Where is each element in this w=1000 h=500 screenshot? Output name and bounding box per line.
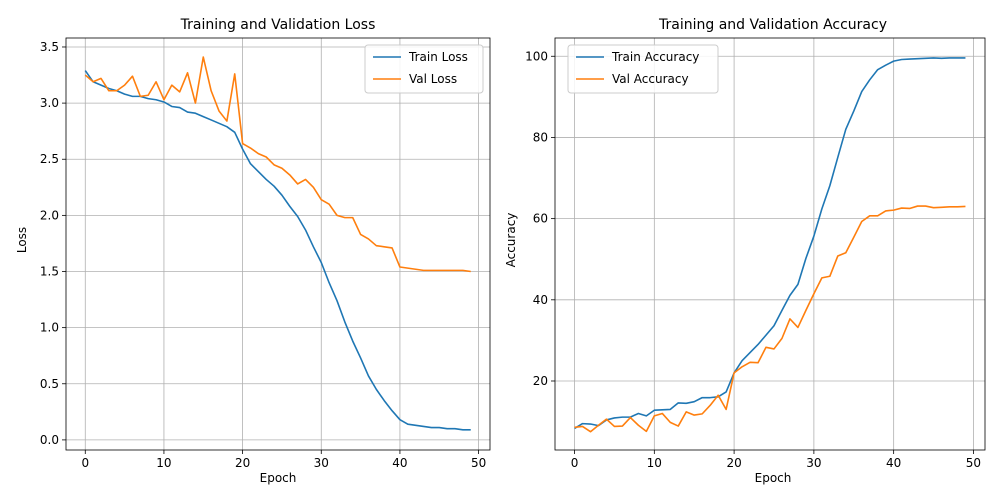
loss-y-tick-label: 2.0 [40, 208, 59, 222]
accuracy-x-axis-label: Epoch [755, 471, 792, 485]
loss-y-tick-label: 1.5 [40, 265, 59, 279]
accuracy-subplot: Training and Validation Accuracy Epoch A… [504, 17, 986, 485]
accuracy-y-axis-label: Accuracy [504, 213, 518, 268]
loss-y-axis-label: Loss [15, 227, 29, 253]
loss-x-tick-label: 0 [81, 456, 89, 470]
accuracy-x-tick-label: 30 [806, 456, 821, 470]
loss-axes-frame [65, 37, 491, 451]
loss-series-line-val [84, 56, 471, 273]
accuracy-legend-box [567, 44, 719, 94]
loss-legend-label-val: Val Loss [409, 72, 457, 86]
accuracy-series-line-val [574, 205, 966, 433]
loss-series-line-train [84, 70, 471, 431]
loss-x-tick-label: 20 [235, 456, 250, 470]
loss-x-tick-label: 10 [156, 456, 171, 470]
accuracy-y-tick-label: 100 [525, 49, 548, 63]
accuracy-x-tick-label: 20 [726, 456, 741, 470]
accuracy-chart-title: Training and Validation Accuracy [658, 17, 887, 33]
accuracy-series-line-train [574, 57, 966, 430]
loss-x-axis-label: Epoch [260, 471, 297, 485]
accuracy-x-tick-label: 0 [571, 456, 579, 470]
loss-y-tick-label: 2.5 [40, 152, 59, 166]
loss-y-tick-label: 0.5 [40, 377, 59, 391]
accuracy-y-tick-label: 60 [533, 212, 548, 226]
accuracy-legend: Train Accuracy Val Accuracy [567, 44, 719, 94]
accuracy-x-tick-label: 40 [886, 456, 901, 470]
loss-legend-label-train: Train Loss [408, 50, 468, 64]
loss-x-tick-label: 50 [471, 456, 486, 470]
accuracy-y-tick-label: 20 [533, 374, 548, 388]
loss-x-tick-label: 30 [314, 456, 329, 470]
accuracy-x-tick-label: 50 [966, 456, 981, 470]
accuracy-x-tick-label: 10 [647, 456, 662, 470]
loss-x-tick-label: 40 [392, 456, 407, 470]
loss-y-tick-label: 3.0 [40, 96, 59, 110]
loss-y-tick-label: 3.5 [40, 40, 59, 54]
accuracy-y-tick-label: 80 [533, 130, 548, 144]
accuracy-y-tick-label: 40 [533, 293, 548, 307]
loss-legend: Train Loss Val Loss [364, 44, 484, 94]
accuracy-legend-label-val: Val Accuracy [612, 72, 689, 86]
accuracy-axes-frame [554, 37, 986, 451]
accuracy-legend-label-train: Train Accuracy [611, 50, 699, 64]
loss-y-tick-label: 0.0 [40, 433, 59, 447]
loss-subplot: Training and Validation Loss Epoch Loss … [15, 17, 491, 485]
loss-y-tick-label: 1.0 [40, 321, 59, 335]
loss-chart-title: Training and Validation Loss [180, 17, 376, 33]
